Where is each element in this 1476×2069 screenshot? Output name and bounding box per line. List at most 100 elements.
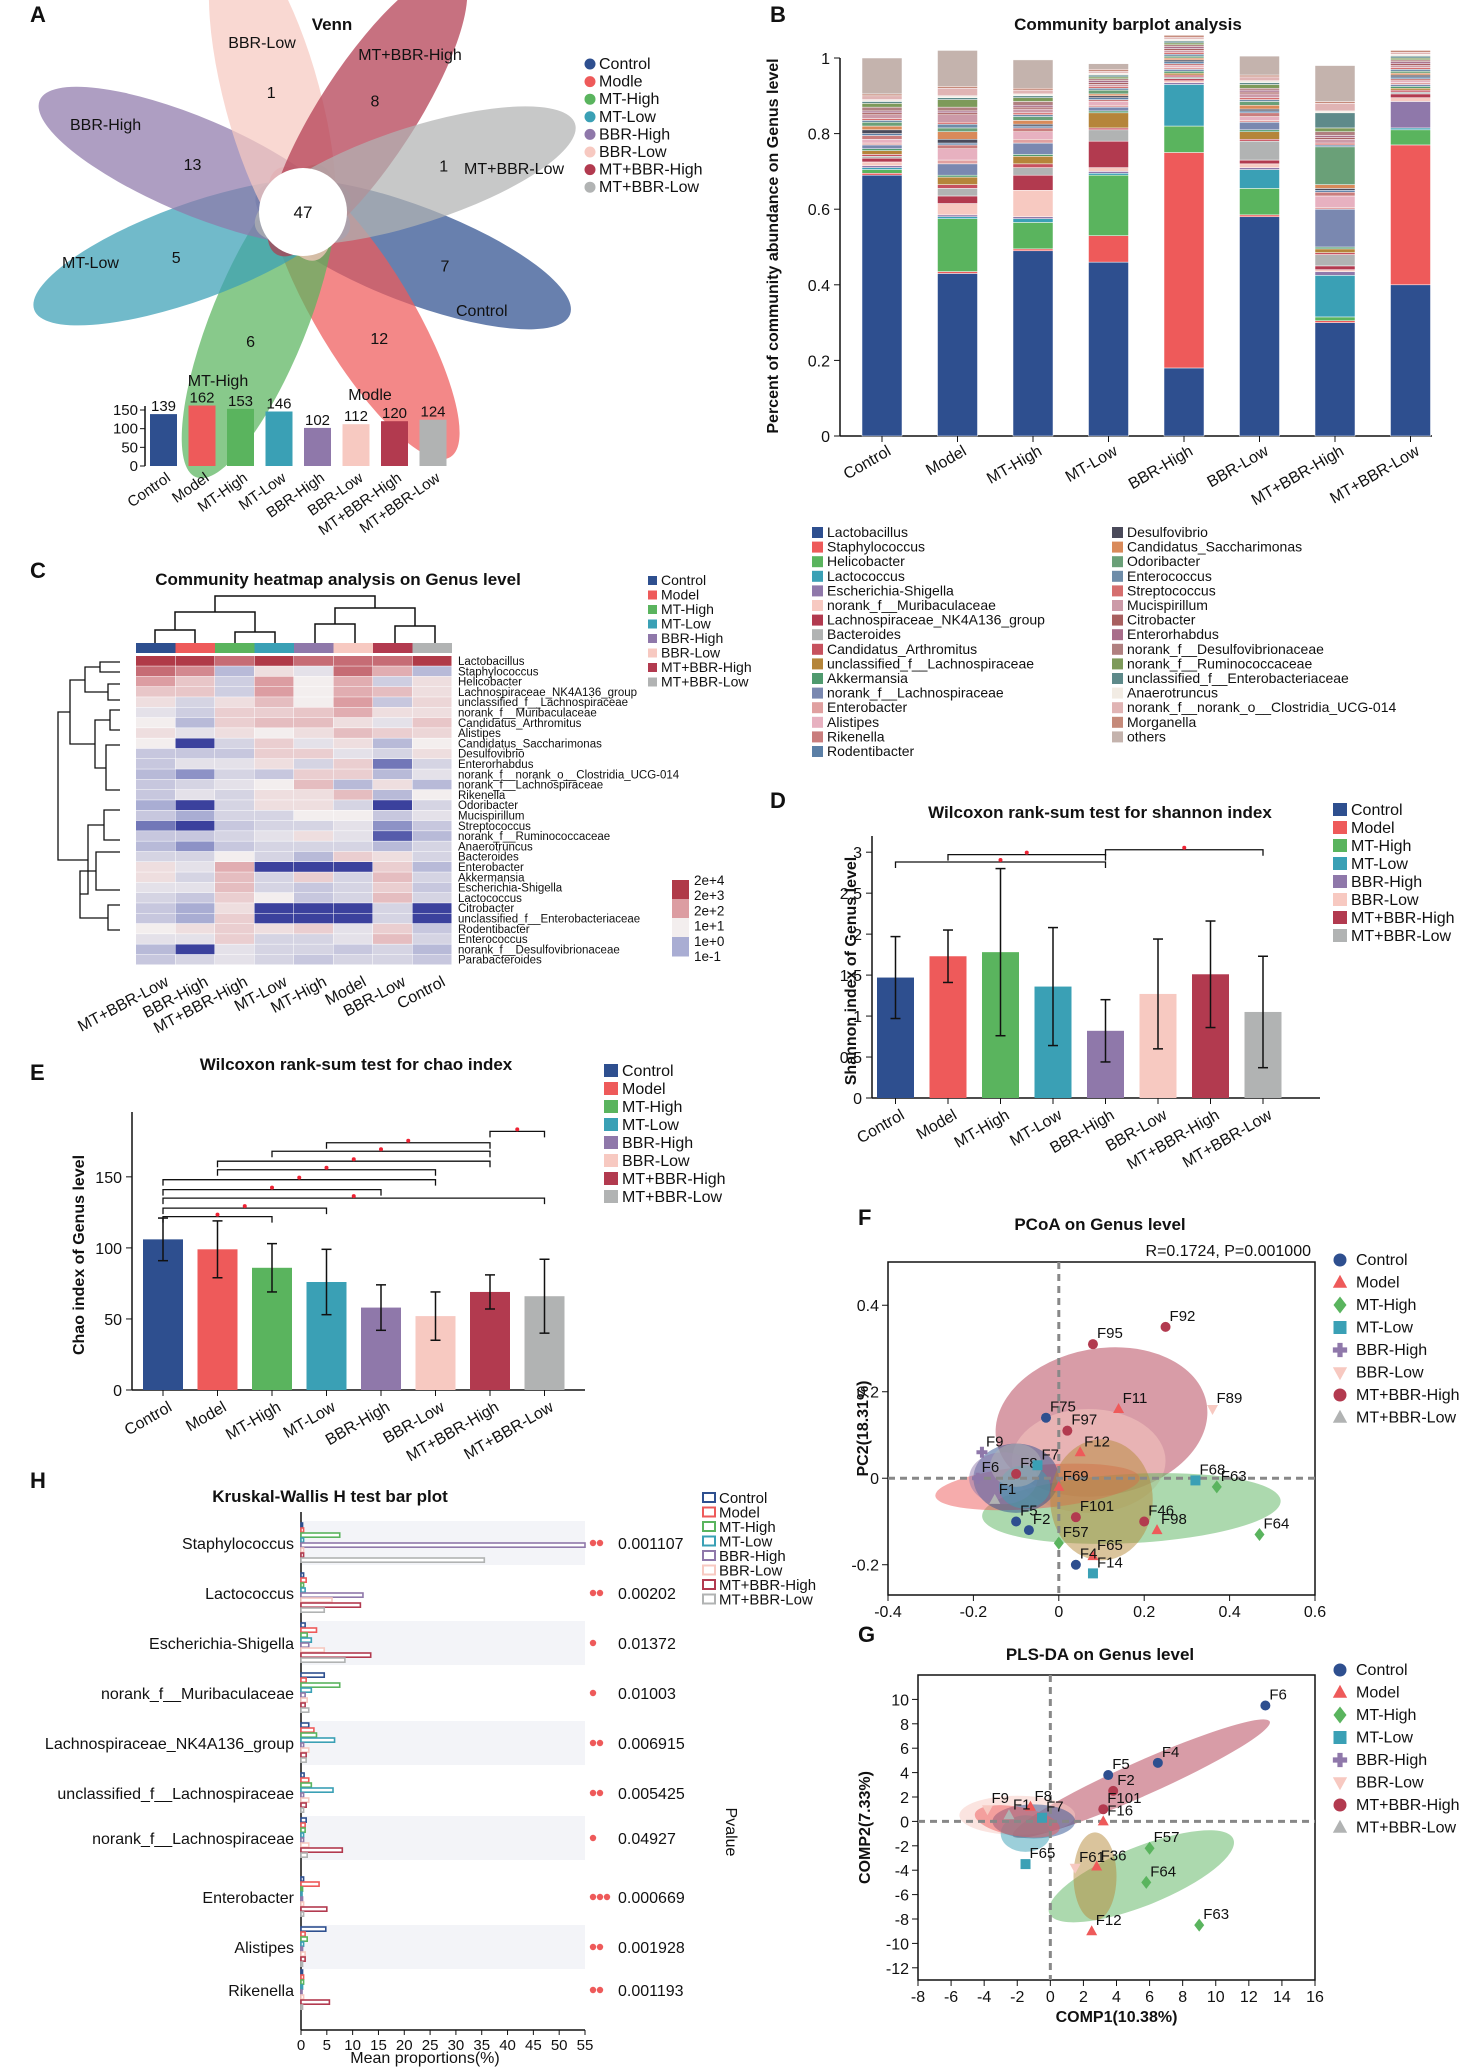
venn-shared-count: 47 xyxy=(294,203,313,222)
barplot-legend-label: norank_f__norank_o__Clostridia_UCG-014 xyxy=(1127,699,1396,715)
venn-bar-value: 162 xyxy=(189,390,214,407)
heatmap-scale-band xyxy=(672,899,689,919)
heatmap-cell xyxy=(215,769,254,780)
stacked-segment xyxy=(1390,93,1431,98)
scatter-point xyxy=(1037,1812,1048,1823)
barplot-legend-swatch xyxy=(812,600,823,611)
stacked-segment xyxy=(937,188,978,197)
stacked-segment xyxy=(937,97,978,100)
heatmap-legend-swatch xyxy=(648,634,657,643)
kruskal-bar xyxy=(300,1722,310,1728)
stacked-segment xyxy=(861,139,903,144)
stacked-segment xyxy=(1088,129,1129,142)
errorbar-legend-swatch xyxy=(604,1172,618,1185)
heatmap-cell xyxy=(254,954,294,965)
heatmap-cell xyxy=(333,759,373,769)
kruskal-bar xyxy=(300,1827,306,1833)
stacked-segment xyxy=(1239,74,1280,78)
errorbar-ytick-label: 0.5 xyxy=(840,1050,862,1067)
stacked-segment xyxy=(1390,50,1431,53)
heatmap-cell xyxy=(412,697,452,707)
stacked-segment xyxy=(861,110,903,114)
venn-bar-ytick-label: 150 xyxy=(113,402,138,419)
stacked-segment xyxy=(1163,125,1205,153)
venn-unique-count: 6 xyxy=(246,334,255,351)
kruskal-bar xyxy=(300,1792,305,1798)
sig-star xyxy=(215,1212,220,1217)
barplot-legend-label: Lachnospiraceae_NK4A136_group xyxy=(827,612,1045,628)
scatter-legend-marker xyxy=(1332,1342,1348,1358)
stacked-segment xyxy=(1314,110,1356,114)
stacked-segment xyxy=(937,195,978,204)
heatmap-cell xyxy=(136,748,175,759)
stacked-segment xyxy=(1314,275,1356,318)
scatter-legend-marker xyxy=(1333,1321,1347,1334)
heatmap-cell xyxy=(412,934,452,944)
stacked-segment xyxy=(937,123,978,129)
scatter-xtick-label: 12 xyxy=(1240,1989,1258,2006)
kruskal-legend-label: MT-Low xyxy=(719,1534,773,1551)
stacked-segment xyxy=(937,99,978,108)
stacked-segment xyxy=(861,114,903,119)
stacked-segment xyxy=(937,203,978,216)
kruskal-bar xyxy=(300,1732,318,1738)
stacked-segment xyxy=(861,144,903,149)
heatmap-cell xyxy=(254,707,294,718)
stacked-segment xyxy=(1088,82,1129,85)
heatmap-cell xyxy=(215,779,254,790)
kruskal-pvalue: 0.001193 xyxy=(618,1983,684,2000)
kruskal-bar xyxy=(300,1577,307,1583)
heatmap-cell xyxy=(254,779,294,790)
kruskal-bar xyxy=(300,1886,304,1892)
kruskal-bar xyxy=(300,1984,304,1990)
heatmap-cell xyxy=(294,728,333,738)
barplot-legend-label: norank_f__Ruminococcaceae xyxy=(1127,655,1312,671)
scatter-point xyxy=(1011,1468,1022,1479)
venn-legend-label: BBR-Low xyxy=(599,144,667,161)
stacked-segment xyxy=(937,131,978,140)
heatmap-cell xyxy=(215,851,254,862)
heatmap-cell xyxy=(136,831,175,841)
heatmap-cell xyxy=(175,800,215,810)
panel-letter-e: E xyxy=(30,1060,45,1085)
kruskal-bar xyxy=(300,1837,305,1843)
heatmap-cell xyxy=(254,810,294,821)
heatmap-cell xyxy=(136,810,175,821)
kruskal-star xyxy=(589,1789,597,1797)
stacked-segment xyxy=(1088,97,1129,100)
stacked-segment xyxy=(1012,163,1054,168)
scatter-ytick-label: -4 xyxy=(895,1863,909,1880)
sig-bracket xyxy=(162,1197,546,1205)
heatmap-cell xyxy=(175,882,215,893)
stacked-segment xyxy=(1239,82,1280,85)
heatmap-cell xyxy=(294,862,333,872)
kruskal-legend-swatch xyxy=(702,1593,716,1605)
stacked-segment xyxy=(1163,55,1205,59)
stacked-segment xyxy=(1012,116,1054,121)
scatter-point-label: F11 xyxy=(1123,1390,1148,1407)
stacked-segment xyxy=(1163,42,1205,46)
errorbar-ytick-label: 50 xyxy=(104,1312,122,1329)
barplot-legend-swatch xyxy=(812,541,823,553)
heatmap-cell xyxy=(333,769,373,780)
heatmap-cell xyxy=(294,789,333,800)
heatmap-cell xyxy=(373,862,412,872)
heatmap-col-dendrogram xyxy=(174,611,256,632)
kruskal-pvalue: 0.005425 xyxy=(618,1786,685,1803)
scatter-legend-label: Model xyxy=(1356,1685,1400,1702)
heatmap-cell xyxy=(175,728,215,738)
kruskal-xtick-label: 5 xyxy=(323,2037,331,2054)
barplot-legend-swatch xyxy=(812,570,823,582)
heatmap-cell xyxy=(294,882,333,893)
barplot-legend-label: Lactobacillus xyxy=(827,524,908,540)
stacked-segment xyxy=(1012,142,1054,155)
heatmap-row-label: Bacteroides xyxy=(458,852,519,864)
scatter-xtick-label: 8 xyxy=(1178,1989,1187,2006)
stacked-segment xyxy=(1314,127,1356,132)
stacked-segment xyxy=(1314,131,1356,136)
heatmap-cell xyxy=(412,717,452,728)
kruskal-row-band xyxy=(301,1925,585,1969)
heatmap-row-label: norank_f__Lachnospiraceae xyxy=(458,780,603,792)
scatter-point-label: F8 xyxy=(1034,1788,1052,1805)
heatmap-cell xyxy=(333,872,373,883)
